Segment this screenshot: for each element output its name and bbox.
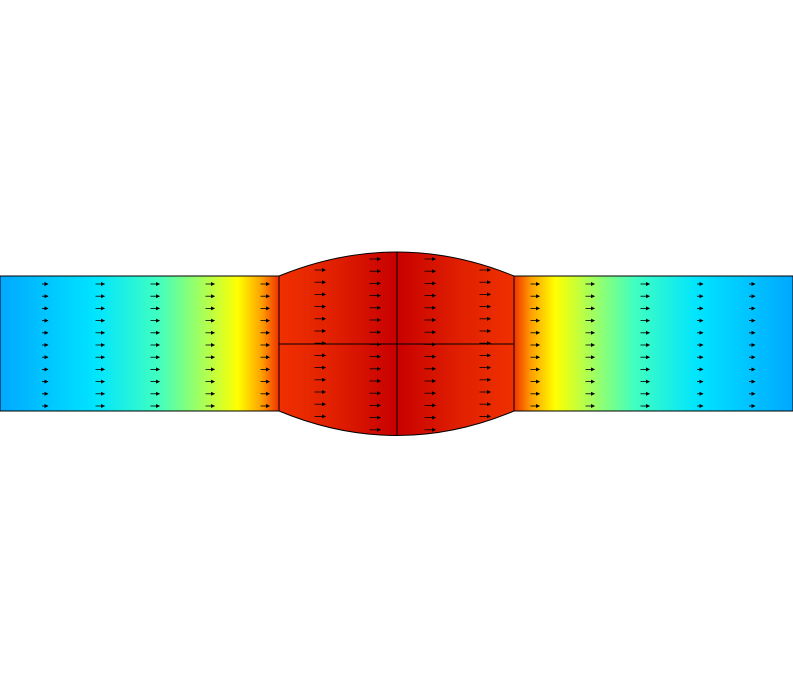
arrow-field — [42, 257, 756, 432]
